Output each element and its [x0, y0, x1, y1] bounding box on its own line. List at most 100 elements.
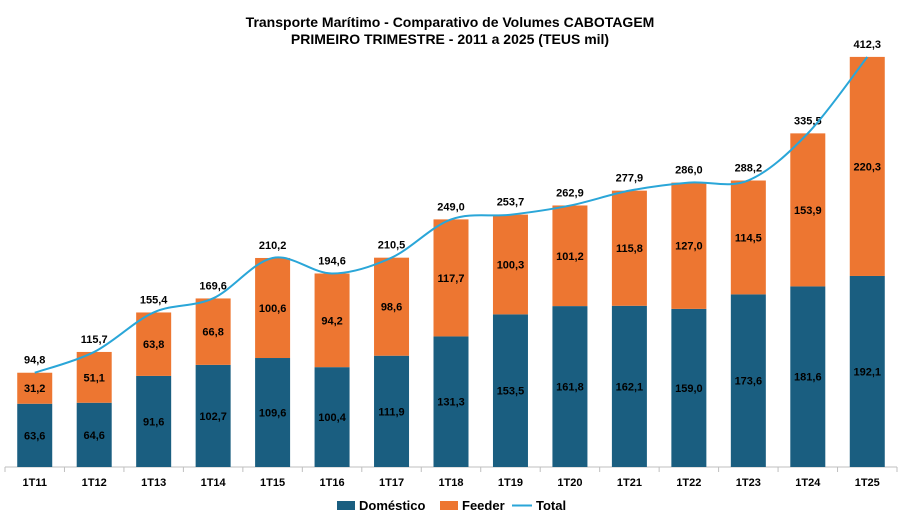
bar-feeder	[136, 312, 172, 376]
bar-domestico	[552, 306, 588, 467]
bar-domestico	[492, 314, 528, 467]
data-label-domestico: 102,7	[199, 411, 227, 423]
x-tick-label: 1T12	[82, 477, 107, 489]
bar-domestico	[255, 358, 291, 467]
data-label-feeder: 101,2	[556, 251, 584, 263]
data-label-domestico: 159,0	[675, 383, 703, 395]
line-total	[34, 56, 869, 374]
data-label-feeder: 94,2	[321, 315, 342, 327]
plot-area: 63,6 31,2 94,8 1T11 64,6 51,1 115,7 1T12 91,6 63,…	[4, 39, 898, 489]
bar-domestico	[17, 403, 53, 467]
data-label-domestico: 63,6	[24, 430, 45, 442]
data-label-feeder: 153,9	[794, 205, 822, 217]
data-label-total: 94,8	[24, 355, 45, 367]
bar-domestico	[790, 286, 826, 467]
legend-label-domestico: Doméstico	[359, 498, 426, 513]
data-label-feeder: 220,3	[854, 161, 882, 173]
bar-feeder	[195, 298, 231, 365]
bar-feeder	[492, 214, 528, 315]
data-label-domestico: 109,6	[259, 408, 287, 420]
data-label-feeder: 51,1	[83, 372, 104, 384]
data-label-domestico: 192,1	[854, 366, 882, 378]
data-label-domestico: 153,5	[497, 386, 525, 398]
bar-feeder	[790, 133, 826, 287]
x-tick-label: 1T20	[557, 477, 582, 489]
x-tick-label: 1T14	[201, 477, 227, 489]
x-tick-label: 1T16	[320, 477, 345, 489]
bar-domestico	[611, 305, 647, 467]
x-tick-label: 1T11	[22, 477, 46, 489]
data-label-domestico: 181,6	[794, 372, 822, 384]
legend-swatch-feeder	[440, 501, 458, 510]
data-label-total: 169,6	[199, 280, 227, 292]
data-label-total: 249,0	[437, 201, 465, 213]
data-label-domestico: 131,3	[437, 397, 465, 409]
x-tick-label: 1T15	[260, 477, 285, 489]
bar-domestico	[849, 275, 885, 467]
x-tick-label: 1T13	[141, 477, 166, 489]
data-label-total: 210,5	[378, 240, 406, 252]
chart-subtitle: PRIMEIRO TRIMESTRE - 2011 a 2025 (TEUS m…	[291, 31, 609, 47]
data-label-total: 286,0	[675, 165, 703, 177]
data-label-domestico: 161,8	[556, 382, 584, 394]
x-tick-label: 1T18	[438, 477, 463, 489]
bar-feeder	[314, 273, 350, 368]
data-label-feeder: 127,0	[675, 241, 703, 253]
data-label-feeder: 117,7	[438, 273, 465, 285]
data-label-total: 155,4	[140, 294, 168, 306]
x-tick-label: 1T25	[855, 477, 880, 489]
data-label-feeder: 115,8	[616, 243, 643, 255]
x-tick-label: 1T23	[736, 477, 761, 489]
data-label-feeder: 100,6	[259, 303, 287, 315]
data-label-total: 194,6	[318, 255, 346, 267]
data-label-total: 115,7	[81, 334, 108, 346]
data-label-feeder: 66,8	[202, 327, 223, 339]
x-tick-label: 1T22	[676, 477, 701, 489]
bar-feeder	[671, 182, 707, 309]
bar-feeder	[433, 219, 469, 337]
bar-domestico	[195, 364, 231, 467]
data-label-domestico: 91,6	[143, 416, 164, 428]
bar-feeder	[730, 180, 766, 295]
bar-feeder	[374, 257, 410, 356]
x-tick-label: 1T24	[795, 477, 821, 489]
bar-feeder	[611, 190, 647, 306]
legend: Doméstico Feeder Total	[337, 498, 566, 513]
x-tick-label: 1T17	[379, 477, 404, 489]
data-label-total: 288,2	[735, 162, 763, 174]
chart-title: Transporte Marítimo - Comparativo de Vol…	[246, 14, 655, 30]
data-label-domestico: 64,6	[83, 430, 104, 442]
bar-domestico	[671, 308, 707, 467]
data-label-total: 210,2	[259, 240, 287, 252]
data-label-feeder: 98,6	[381, 302, 402, 314]
legend-label-total: Total	[536, 498, 566, 513]
bar-domestico	[433, 336, 469, 467]
bar-domestico	[76, 402, 112, 467]
bar-feeder	[255, 257, 291, 359]
bar-domestico	[374, 355, 410, 467]
data-label-feeder: 100,3	[497, 259, 525, 271]
data-label-total: 277,9	[616, 173, 644, 185]
x-tick-label: 1T21	[617, 477, 642, 489]
data-label-domestico: 162,1	[616, 381, 644, 393]
data-label-total: 253,7	[497, 197, 525, 209]
bar-domestico	[136, 375, 172, 467]
bar-feeder	[76, 351, 112, 403]
data-label-feeder: 63,8	[143, 339, 164, 351]
bar-feeder	[552, 205, 588, 307]
data-label-domestico: 100,4	[318, 412, 346, 424]
bar-feeder	[849, 56, 885, 276]
data-label-domestico: 173,6	[735, 376, 763, 388]
bar-domestico	[314, 367, 350, 467]
x-tick-label: 1T19	[498, 477, 523, 489]
bar-domestico	[730, 294, 766, 467]
data-label-domestico: 111,9	[378, 406, 404, 418]
legend-swatch-domestico	[337, 501, 355, 510]
data-label-feeder: 114,5	[735, 232, 762, 244]
data-label-total: 412,3	[854, 39, 882, 51]
data-label-total: 262,9	[556, 188, 584, 200]
legend-label-feeder: Feeder	[462, 498, 505, 513]
bar-feeder	[17, 372, 53, 404]
data-label-feeder: 31,2	[24, 383, 45, 395]
